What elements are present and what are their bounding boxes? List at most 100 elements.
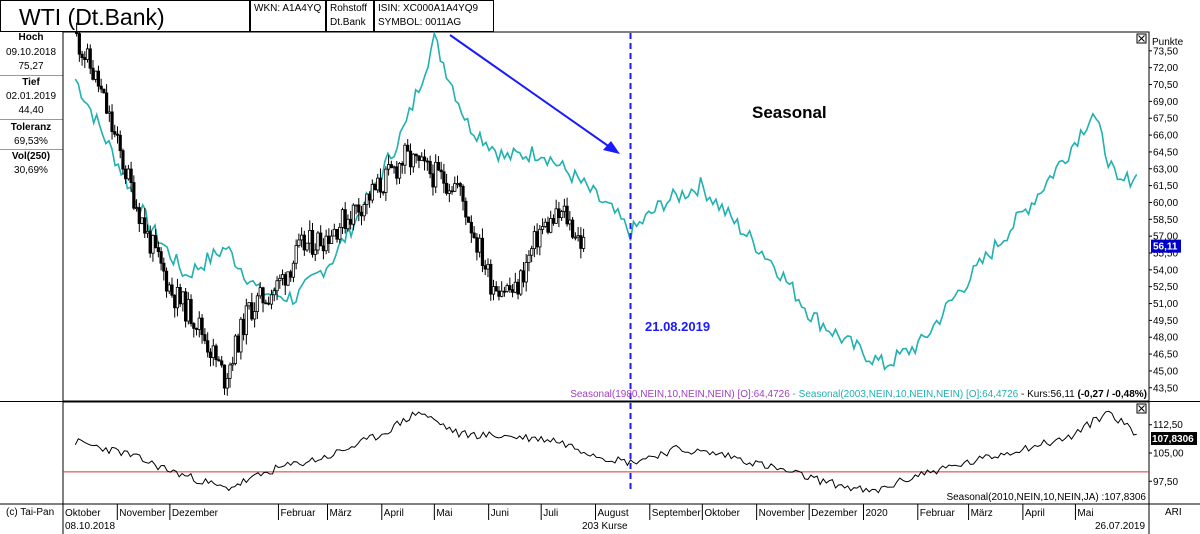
legend-change: (-0,27 / -0,48%) (1078, 389, 1147, 400)
candle (203, 328, 207, 345)
candle (505, 283, 509, 293)
candle (530, 245, 534, 263)
y-tick-label: 46,50 (1153, 350, 1178, 361)
candle (376, 173, 380, 194)
candle (178, 283, 182, 307)
candle (162, 257, 166, 281)
close-icon[interactable] (1136, 33, 1147, 44)
candle (324, 229, 328, 255)
oscillator-legend: Seasonal(2010,NEIN,10,NEIN,JA) :107,8306 (946, 492, 1146, 503)
y-tick-label: 60,00 (1153, 198, 1178, 209)
candle (502, 286, 507, 297)
candle (576, 226, 580, 242)
candle (91, 59, 95, 81)
candle (543, 218, 547, 228)
candle (269, 289, 274, 310)
toleranz-label: Toleranz (10, 122, 52, 133)
candle (406, 139, 410, 152)
candle (343, 202, 347, 234)
candle (466, 216, 471, 223)
candle (527, 250, 531, 272)
x-tick-label: März (971, 508, 993, 519)
y-tick-label: 63,00 (1153, 164, 1178, 175)
y-tick-label: 52,50 (1153, 282, 1178, 293)
candle (351, 203, 355, 231)
candle (239, 316, 243, 360)
candle (445, 173, 449, 196)
candle (217, 356, 221, 362)
candle (568, 210, 572, 231)
title-box: WTI (Dt.Bank) (0, 0, 250, 32)
candle (480, 228, 485, 273)
candle (420, 152, 424, 161)
unit-label: Punkte (1152, 37, 1184, 48)
candle (286, 271, 290, 287)
y-tick-label: 66,00 (1153, 131, 1178, 142)
candle (225, 373, 229, 396)
candle (253, 302, 257, 328)
x-tick-label: Mai (436, 508, 452, 519)
candle (319, 225, 323, 247)
vol-value: 30,69% (14, 165, 48, 176)
candle (233, 334, 238, 366)
candle (332, 223, 336, 237)
candle (140, 217, 144, 225)
main-plot-frame (62, 31, 1150, 402)
candle (359, 205, 364, 226)
candle (132, 175, 136, 210)
close-icon[interactable] (1136, 403, 1147, 414)
x-tick-label: Oktober (65, 508, 101, 519)
candle (486, 258, 490, 278)
candle (497, 286, 501, 301)
vline-date-label: 21.08.2019 (645, 319, 710, 334)
x-tick-label: Dezember (811, 508, 858, 519)
y-tick-label: 55,50 (1153, 249, 1178, 260)
candle (489, 259, 493, 301)
candle (560, 209, 564, 221)
candle (425, 157, 429, 171)
oscillator-value-box: 107,8306 (1151, 432, 1197, 445)
candle (582, 228, 586, 252)
candle (447, 183, 451, 203)
tief-date: 02.01.2019 (5, 91, 57, 102)
toleranz-value: 69,53% (14, 136, 48, 147)
candle (244, 298, 248, 345)
candle (197, 311, 201, 338)
candle (313, 243, 317, 262)
candle (472, 226, 476, 239)
candle (414, 153, 418, 164)
y-tick-label: 97,50 (1153, 477, 1178, 488)
candle (494, 281, 498, 292)
candle (258, 282, 262, 299)
isin-box: ISIN: XC000A1A4YQ9 SYMBOL: 0011AG (374, 0, 494, 32)
hoch-label: Hoch (18, 32, 44, 43)
candle (538, 224, 542, 256)
candle (289, 269, 293, 282)
kurs-candlestick-series (75, 22, 586, 396)
x-tick-label: November (759, 508, 806, 519)
candle (113, 124, 117, 138)
candle (461, 184, 465, 211)
candle (349, 210, 353, 230)
candle (184, 287, 188, 328)
candle (381, 190, 385, 196)
candle (170, 277, 174, 298)
candle (107, 105, 111, 122)
candle (549, 210, 553, 234)
x-tick-label: April (384, 508, 404, 519)
hoch-date: 09.10.2018 (5, 47, 57, 58)
candle (464, 197, 468, 226)
candle (275, 276, 279, 301)
candle (365, 193, 369, 215)
candle (272, 287, 276, 302)
count-label: 203 Kurse (582, 521, 628, 532)
y-tick-label: 49,50 (1153, 316, 1178, 327)
candle (94, 70, 98, 83)
x-tick-label: April (1025, 508, 1045, 519)
candle (302, 230, 306, 256)
candle (455, 175, 460, 189)
candle (453, 176, 457, 193)
candle (228, 362, 232, 388)
candle (434, 154, 438, 193)
candle (384, 166, 388, 202)
